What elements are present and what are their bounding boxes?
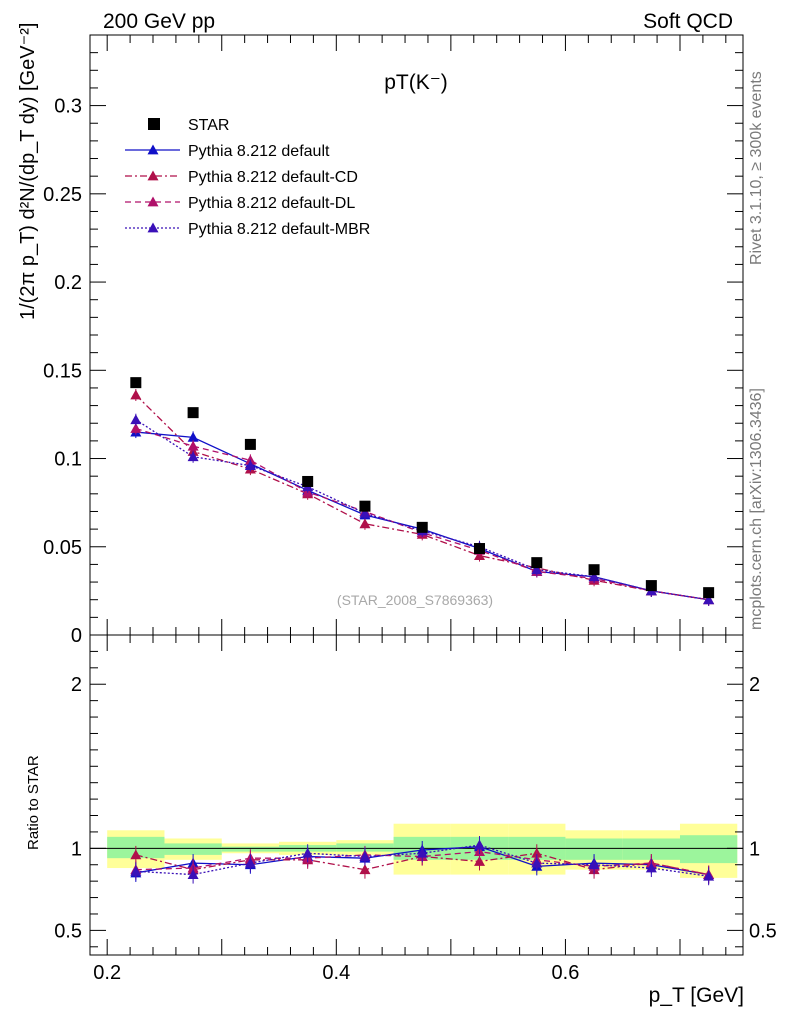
star-point xyxy=(474,543,486,555)
main-point xyxy=(531,564,543,575)
main-point xyxy=(244,460,256,470)
ratio-y-tick-label-right: 1 xyxy=(749,838,760,860)
legend-label: Pythia 8.212 default-MBR xyxy=(188,221,370,238)
axes: 0 0.05 0.1 0.15 0.2 0.25 0.3 0.5 0.5 1 1 2 2 0.2 0.4 0.… xyxy=(43,34,777,984)
main-point xyxy=(359,518,371,529)
star-point xyxy=(359,500,371,512)
main-y-axis-label: 1/(2π p_T) d²N/(dp_T dy) [GeV⁻²] xyxy=(17,23,39,320)
main-point xyxy=(130,414,142,425)
plot-title: pT(K⁻) xyxy=(384,71,448,94)
ratio-point xyxy=(645,862,657,873)
ratio-y-tick-label: 1 xyxy=(71,838,82,860)
ratio-y-axis-label: Ratio to STAR xyxy=(25,755,42,850)
star-point xyxy=(130,377,142,389)
ratio-point xyxy=(359,851,371,861)
main-y-tick-label: 0.1 xyxy=(54,449,82,471)
legend-marker xyxy=(148,118,160,130)
legend-marker xyxy=(147,170,159,181)
ratio-point xyxy=(244,857,256,868)
legend: STAR Pythia 8.212 default Pythia 8.212 def… xyxy=(125,117,370,238)
legend-label: Pythia 8.212 default-CD xyxy=(188,169,358,186)
ratio-point xyxy=(302,847,314,858)
main-y-tick-label: 0 xyxy=(71,625,82,647)
legend-label: Pythia 8.212 default xyxy=(188,143,330,160)
ratio-point xyxy=(474,839,486,850)
main-y-tick-label: 0.25 xyxy=(43,184,82,206)
main-series-line xyxy=(135,431,709,601)
ratio-band-green xyxy=(221,846,280,852)
star-point xyxy=(302,475,314,487)
star-point xyxy=(703,587,715,599)
main-point xyxy=(130,389,142,400)
main-y-tick-label: 0.05 xyxy=(43,537,82,559)
ratio-point xyxy=(703,870,715,881)
watermark: (STAR_2008_S7869363) xyxy=(337,592,493,608)
header-left: 200 GeV pp xyxy=(103,10,215,33)
legend-label: Pythia 8.212 default-DL xyxy=(188,195,355,212)
main-point xyxy=(359,507,371,518)
legend-label: STAR xyxy=(188,117,229,134)
ratio-point xyxy=(588,859,600,870)
series xyxy=(130,377,715,886)
main-point xyxy=(187,440,199,451)
x-axis-label: p_T [GeV] xyxy=(649,984,744,1007)
legend-marker xyxy=(147,144,159,155)
ratio-point xyxy=(130,849,142,860)
x-tick-label: 0.6 xyxy=(552,962,580,984)
ratio-band-green xyxy=(565,838,623,860)
star-point xyxy=(187,407,199,419)
ratio-y-tick-label: 2 xyxy=(71,674,82,696)
main-y-tick-label: 0.3 xyxy=(54,96,82,118)
main-series-line xyxy=(135,427,709,601)
main-point xyxy=(130,423,142,433)
ratio-point xyxy=(531,857,543,868)
main-point xyxy=(588,571,600,582)
main-point xyxy=(703,594,715,605)
legend-marker xyxy=(147,196,159,207)
ratio-band-green xyxy=(679,835,738,864)
x-tick-label: 0.2 xyxy=(93,962,121,984)
ratio-band-green xyxy=(164,843,222,855)
legend-marker xyxy=(147,222,159,233)
main-y-tick-label: 0.2 xyxy=(54,272,82,294)
star-point xyxy=(416,521,428,533)
ratio-point xyxy=(416,847,428,858)
star-point xyxy=(531,557,543,569)
main-y-tick-label: 0.15 xyxy=(43,360,82,382)
side-text-mcplots: mcplots.cern.ch [arXiv:1306.3436] xyxy=(748,388,765,630)
ratio-band-green xyxy=(622,838,680,860)
side-text-rivet: Rivet 3.1.10, ≥ 300k events xyxy=(748,71,765,265)
ratio-point xyxy=(130,865,142,876)
main-point xyxy=(187,451,199,462)
star-point xyxy=(588,564,600,576)
star-point xyxy=(645,580,657,592)
ratio-point xyxy=(359,864,371,875)
ratio-y-tick-label-right: 0.5 xyxy=(749,920,777,942)
ratio-frame xyxy=(89,634,744,956)
ratio-y-tick-label: 0.5 xyxy=(54,920,82,942)
main-series-line xyxy=(135,419,709,601)
ratio-y-tick-label-right: 2 xyxy=(749,674,760,696)
main-point xyxy=(187,431,199,442)
x-tick-label: 0.4 xyxy=(322,962,350,984)
main-series-line xyxy=(135,394,709,601)
star-point xyxy=(244,438,256,450)
header-right: Soft QCD xyxy=(643,10,733,33)
ratio-point xyxy=(187,869,199,879)
ratio-point xyxy=(474,855,486,866)
